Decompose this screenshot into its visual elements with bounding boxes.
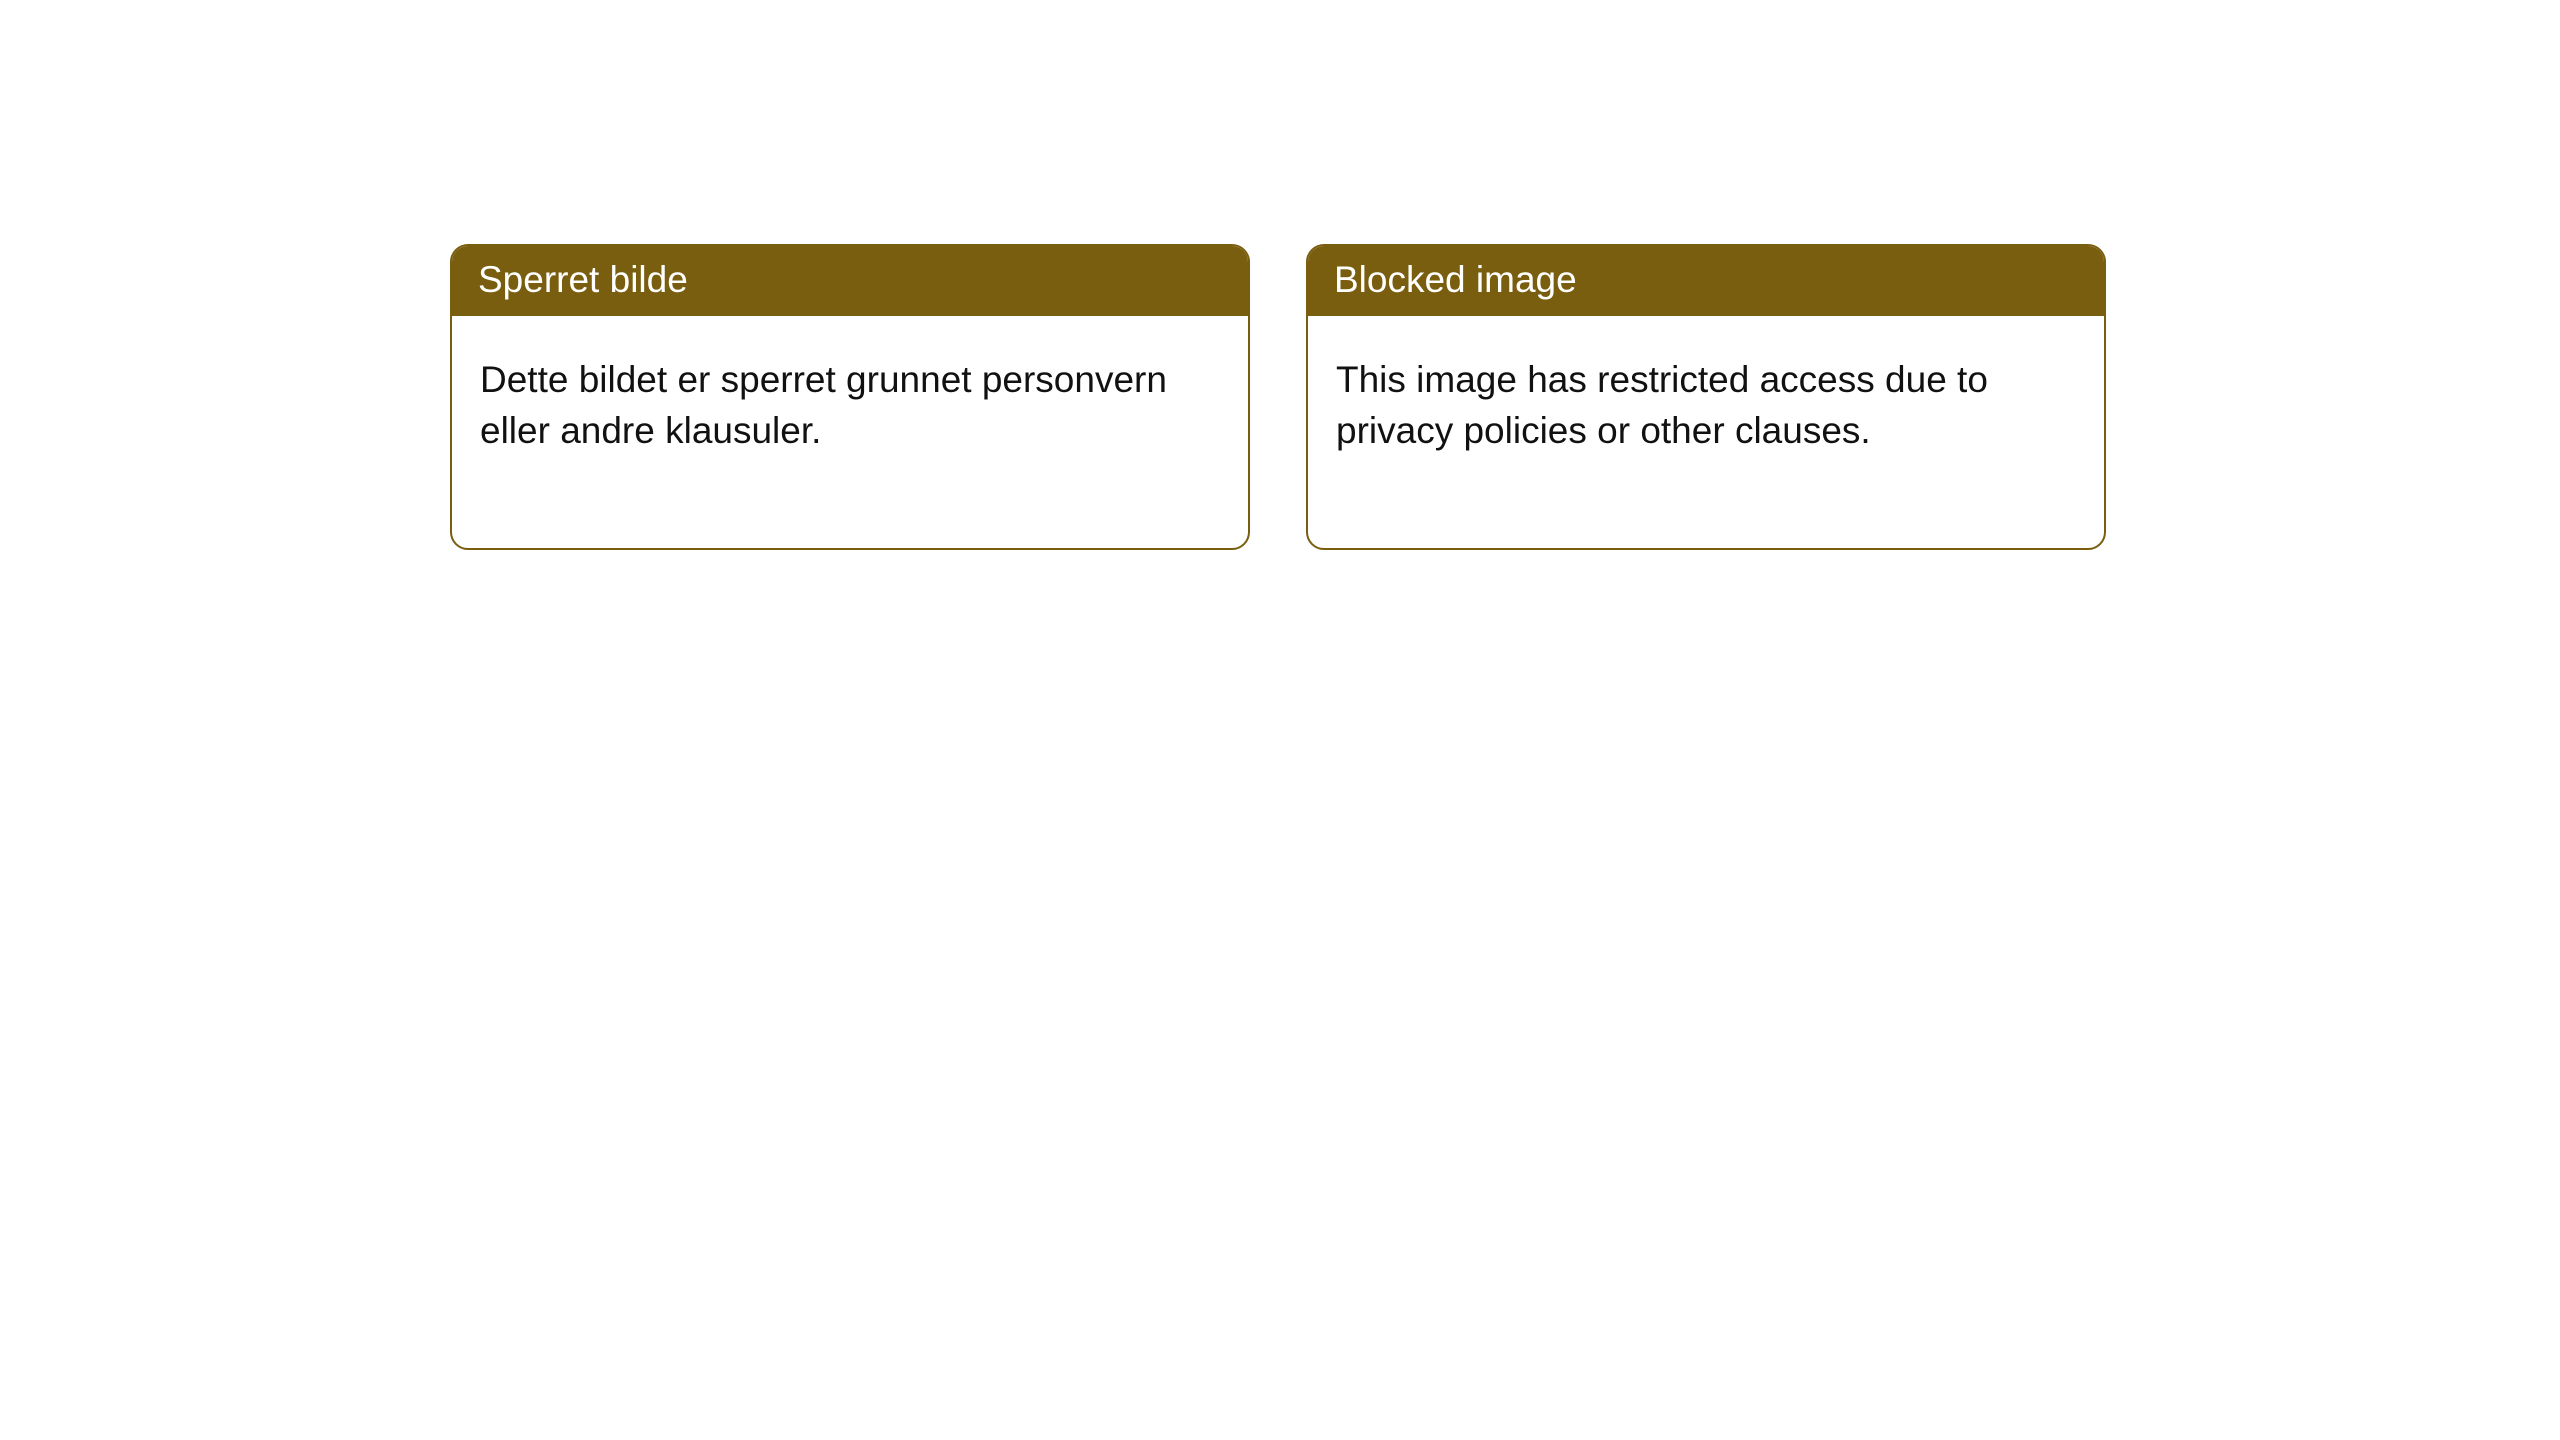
notice-header: Sperret bilde — [452, 246, 1248, 316]
notice-body: Dette bildet er sperret grunnet personve… — [452, 316, 1248, 548]
notice-header: Blocked image — [1308, 246, 2104, 316]
notice-body: This image has restricted access due to … — [1308, 316, 2104, 548]
notices-container: Sperret bilde Dette bildet er sperret gr… — [450, 244, 2106, 550]
notice-box-english: Blocked image This image has restricted … — [1306, 244, 2106, 550]
notice-box-norwegian: Sperret bilde Dette bildet er sperret gr… — [450, 244, 1250, 550]
